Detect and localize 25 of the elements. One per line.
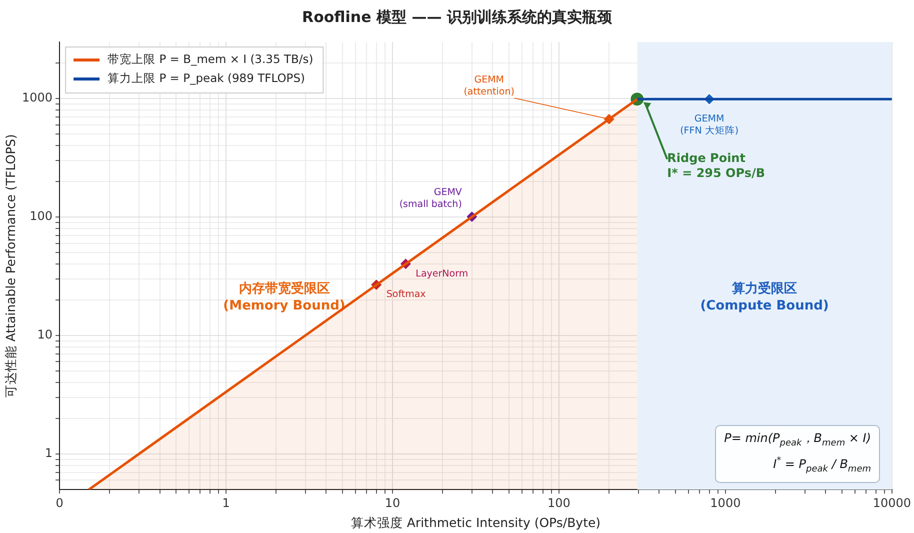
chart-title: Roofline 模型 —— 识别训练系统的真实瓶颈: [301, 8, 613, 27]
annotation: 内存带宽受限区 (Memory Bound): [223, 280, 346, 314]
legend-label: 算力上限 P = P_peak (989 TFLOPS): [108, 70, 306, 85]
x-axis-title: 算术强度 Arithmetic Intensity (OPs/Byte): [350, 514, 601, 530]
x-tick-label: 100: [548, 496, 570, 510]
text: Ridge Point I* = 295 OPs/B: [667, 151, 766, 180]
band-label: 算力受限区 (Compute Bound): [700, 280, 829, 314]
text: GEMM (attention): [464, 74, 514, 98]
series-label: GEMV (small batch): [399, 187, 462, 210]
y-tick-label: 10: [37, 328, 53, 342]
y-tick-label: 100: [30, 209, 53, 224]
series-label: LayerNorm: [416, 268, 468, 280]
x-tick-label: 10000: [872, 496, 912, 510]
y-tick-label: 1000: [22, 90, 53, 105]
x-tick-label: 10: [384, 496, 400, 510]
text: GEMM (FFN 大矩阵): [680, 114, 739, 137]
legend-label: 带宽上限 P = B_mem × I (3.35 TB/s): [108, 52, 314, 66]
annotation: I$^{*}$ = P$_{peak}$ / B$_{mem}$: [772, 454, 871, 476]
annotation: P= min(P$_{peak}$，B$_{mem}$ × I): [724, 430, 871, 451]
series-label: Softmax: [386, 289, 426, 300]
y-axis-title: 可达性能 Attainable Performance (TFLOPS): [2, 134, 18, 398]
x-tick-label: 0: [56, 496, 64, 510]
y-tick-label: 1: [44, 446, 53, 460]
x-tick-label: 1000: [710, 496, 741, 510]
x-tick-label: 1: [222, 496, 230, 510]
